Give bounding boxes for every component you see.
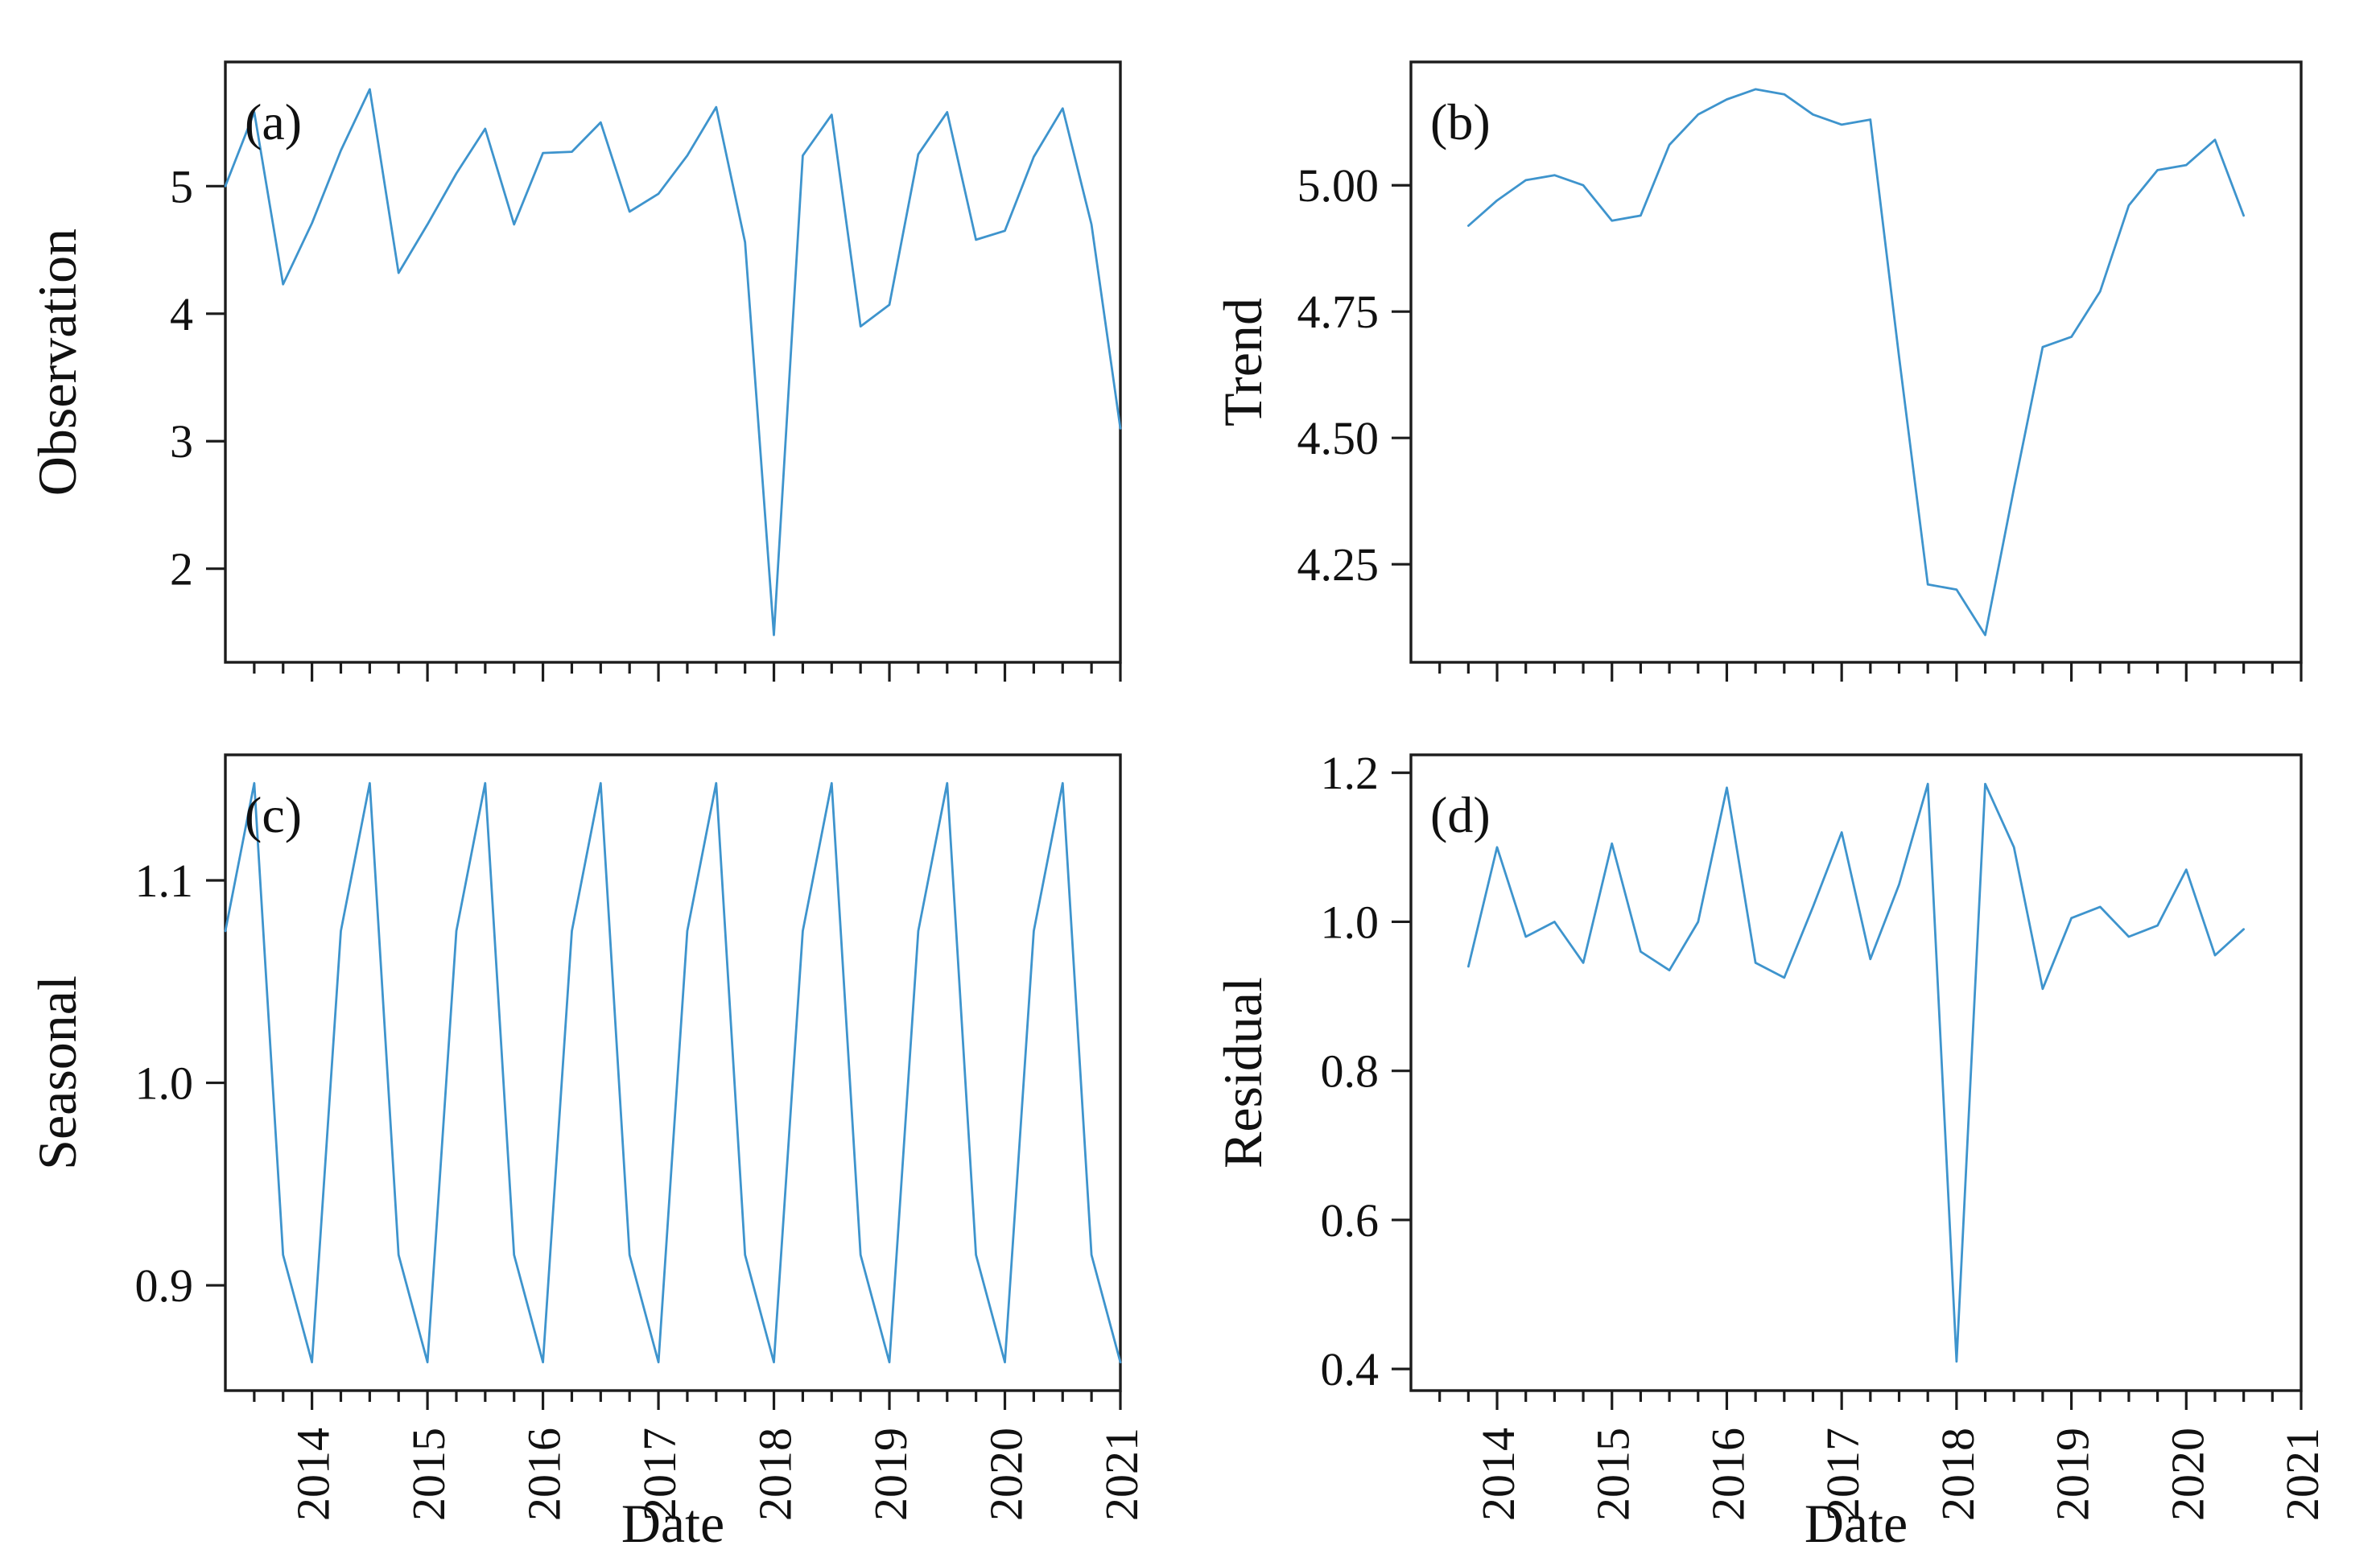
x-tick-label: 2015 — [402, 1428, 455, 1521]
y-tick-label: 4 — [170, 288, 193, 340]
plot-frame-a — [224, 60, 1122, 664]
x-axis-title-d: Date — [1805, 1493, 1908, 1554]
x-tick-label: 2014 — [1472, 1428, 1524, 1521]
x-tick-label: 2017 — [1817, 1428, 1869, 1521]
x-tick-label: 2019 — [864, 1428, 917, 1521]
y-axis-title-a: Observation — [27, 229, 88, 496]
x-tick-label: 2016 — [518, 1428, 571, 1521]
x-axis-title-c: Date — [621, 1493, 724, 1554]
y-tick-label: 4.75 — [1297, 286, 1380, 338]
series-line-b — [1467, 88, 2246, 637]
y-tick-label: 4.25 — [1297, 538, 1380, 591]
y-axis-title-c: Seasonal — [27, 975, 88, 1170]
y-tick-label: 0.8 — [1321, 1045, 1380, 1098]
y-tick-label: 5.00 — [1297, 159, 1380, 212]
panel-letter-d: (d) — [1430, 786, 1491, 843]
series-line-d — [1467, 782, 2246, 1363]
series-line-c — [224, 781, 1122, 1364]
y-tick-label: 0.9 — [135, 1259, 194, 1312]
y-tick-label: 2 — [170, 543, 193, 596]
x-tick-label: 2018 — [1932, 1428, 1984, 1521]
panel-b: 5.00 4.75 4.50 4.25 (b) Trend — [1212, 60, 2303, 682]
panel-letter-c: (c) — [245, 786, 302, 843]
series-line-a — [224, 88, 1122, 637]
y-axis-title-b: Trend — [1212, 298, 1273, 427]
x-tick-label: 2017 — [633, 1428, 686, 1521]
x-tick-label: 2014 — [287, 1428, 340, 1521]
y-tick-label: 1.0 — [1321, 896, 1380, 948]
y-tick-label: 0.6 — [1321, 1194, 1380, 1247]
panel-letter-a: (a) — [245, 93, 302, 150]
panel-letter-b: (b) — [1430, 93, 1491, 150]
x-tick-label: 2019 — [2047, 1428, 2099, 1521]
y-tick-label: 1.1 — [135, 855, 194, 907]
plot-frame-b — [1409, 60, 2303, 664]
plot-frame-d — [1409, 753, 2303, 1392]
panel-a: 5 4 3 2 (a) Observation — [27, 60, 1122, 682]
x-tick-label: 2015 — [1587, 1428, 1640, 1521]
y-tick-label: 1.2 — [1321, 747, 1380, 799]
x-tick-label: 2018 — [749, 1428, 802, 1521]
x-tick-label: 2021 — [2276, 1428, 2328, 1521]
plot-frame-c — [224, 753, 1122, 1392]
y-tick-label: 4.50 — [1297, 412, 1380, 464]
y-tick-label: 0.4 — [1321, 1343, 1380, 1395]
y-axis-title-d: Residual — [1212, 977, 1273, 1168]
y-tick-label: 1.0 — [135, 1057, 194, 1110]
x-tick-label: 2016 — [1701, 1428, 1754, 1521]
x-tick-label: 2021 — [1095, 1428, 1148, 1521]
x-tick-label: 2020 — [980, 1428, 1033, 1521]
panel-c: 2014 2015 2016 2017 2018 2019 2020 2021 1.1 1.0 0.… — [27, 753, 1148, 1554]
y-tick-label: 5 — [170, 160, 193, 212]
x-tick-label: 2020 — [2161, 1428, 2213, 1521]
y-tick-label: 3 — [170, 415, 193, 468]
panel-d: 2014 2015 2016 2017 2018 2019 2020 2021 1.2 1.0 0.… — [1212, 747, 2328, 1554]
